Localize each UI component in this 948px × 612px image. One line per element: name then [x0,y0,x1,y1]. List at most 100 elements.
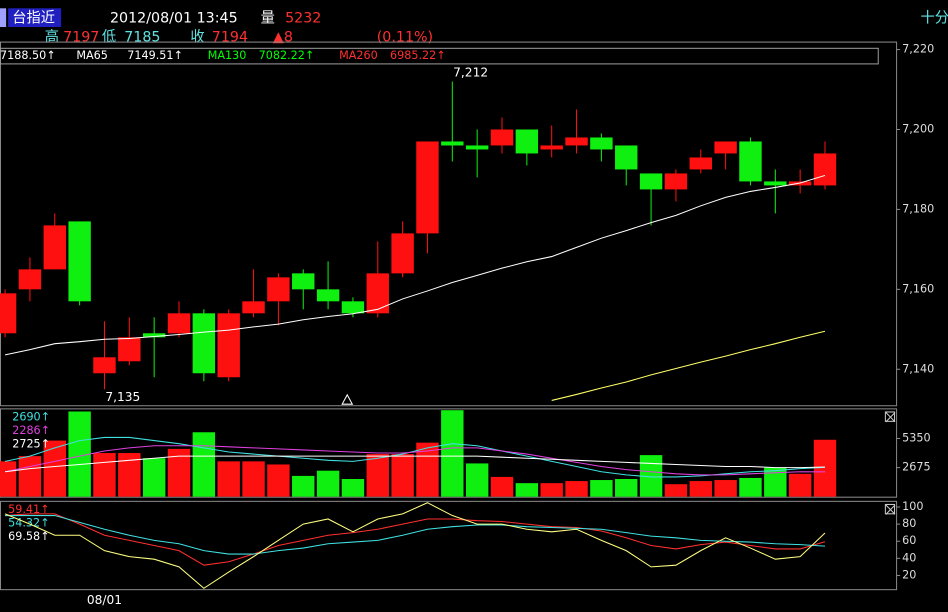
legend-value: 7082.22↑ [259,49,315,62]
candle-body [341,301,365,314]
legend-value: 69.58↑ [8,530,49,543]
candle-body [217,313,240,378]
candle-body [813,153,837,186]
line [5,455,826,473]
volume-bar [490,476,514,497]
y-tick-label: 5350 [902,431,930,444]
candle-body [267,277,290,302]
legend-name: MA130 [208,49,247,62]
low: 7185 [124,29,160,45]
volume-bar [540,483,563,497]
volume-label: 量 [261,11,275,27]
high-label: 高 [45,28,59,45]
volume-bar [316,470,340,497]
volume-bar [18,456,42,497]
volume-bar [639,455,663,497]
volume-bar [0,461,17,497]
candle-body [0,293,17,334]
y-tick-label: 7,140 [902,362,934,375]
datetime: 2012/08/01 13:45 [110,11,238,27]
y-tick-label: 20 [902,568,916,581]
candle-body [391,233,414,274]
volume-bar [93,453,116,497]
ma-legend-box [0,47,879,65]
candle-body [416,141,439,234]
high: 7197 [63,29,99,45]
marker-triangle [341,393,354,405]
y-tick-label: 7,160 [902,282,934,295]
line [4,445,825,476]
legend-name: MA65 [76,49,108,62]
volume-bar [167,448,191,497]
volume-bar [341,479,365,497]
volume-bar [242,461,265,497]
volume-bar [118,453,141,497]
volume-bar [142,458,166,497]
volume-bar [267,464,290,497]
volume-bar [441,410,464,497]
y-tick-label: 100 [902,500,923,513]
candle-body [167,313,191,334]
legend-value: 6985.22↑ [390,49,446,62]
volume-bar [565,481,588,497]
candle-body [93,357,116,374]
volume-bar [739,477,762,497]
line [5,513,826,566]
volume-bar [590,480,613,497]
candle-body [515,129,539,154]
candle-body [68,221,91,302]
volume-bar [68,411,91,497]
volume-bar [689,481,712,497]
volume-panel [0,408,898,498]
volume-bar [465,463,489,497]
annotation: 7,135 [105,390,140,404]
close-label: 收 [190,28,204,45]
volume-bar [43,440,66,497]
candle-body [316,289,340,302]
close-icon[interactable] [884,411,896,422]
candle-body [739,141,762,182]
symbol: 台指近 [12,10,55,27]
legend-value: 7149.51↑ [127,49,183,62]
volume-bar [813,439,837,497]
candle-body [242,301,265,314]
candle-body [441,141,464,146]
volume-bar [366,454,389,497]
candle-body [465,145,489,150]
candle-body [615,145,638,170]
legend-value: 7188.50↑ [0,49,56,62]
y-tick-label: 7,220 [902,42,934,55]
legend-value: 2286↑ [12,424,50,437]
volume-bar [192,432,216,497]
y-tick-label: 40 [902,551,916,564]
y-tick-label: 80 [902,517,916,530]
close-icon[interactable] [884,503,896,515]
volume: 5232 [285,11,321,27]
candle-body [590,137,613,150]
candle-body [490,129,514,146]
y-tick-label: 7,200 [902,122,934,135]
close-icon[interactable] [885,504,896,515]
candle-body [142,333,166,338]
line [4,502,826,589]
candle-body [292,273,315,290]
period: 十分 [921,10,948,27]
change: ▲8 [273,29,293,45]
line [5,515,826,555]
x-tick-label: 08/01 [87,593,122,607]
volume-bar [515,483,539,497]
volume-bar [764,467,787,497]
close-icon[interactable] [885,412,896,423]
y-tick-label: 7,180 [902,202,934,215]
legend-value: 2690↑ [12,411,50,424]
legend-value: 59.41↑ [8,503,49,516]
line [4,174,826,356]
candle-body [689,157,712,170]
annotation: 7,212 [453,66,488,80]
volume-bar [292,475,315,497]
candle-body [639,173,663,190]
volume-bar [664,484,688,497]
volume-bar [615,479,638,497]
